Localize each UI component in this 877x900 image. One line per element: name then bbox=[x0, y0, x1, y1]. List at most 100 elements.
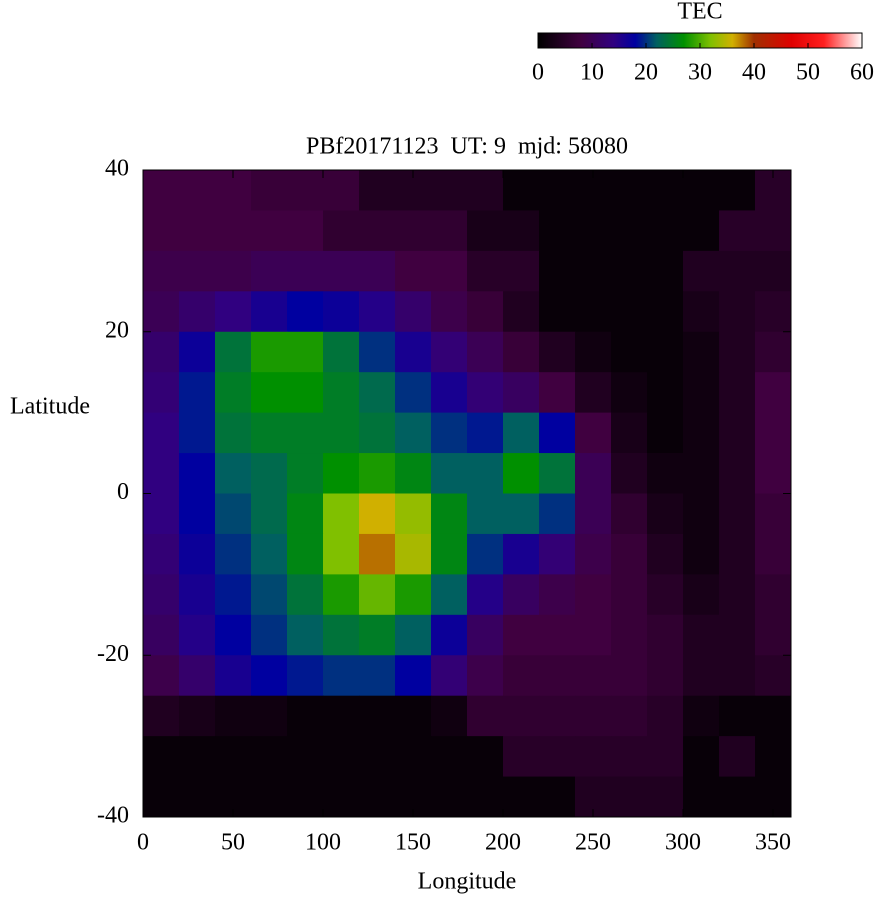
colorbar-strip bbox=[857, 33, 859, 48]
heatmap-cell bbox=[539, 331, 576, 373]
heatmap-cell bbox=[755, 331, 792, 373]
colorbar-strip bbox=[611, 33, 613, 48]
colorbar-strip bbox=[572, 33, 574, 48]
colorbar-strip bbox=[706, 33, 708, 48]
heatmap-cell bbox=[683, 736, 720, 778]
colorbar-strip bbox=[663, 33, 665, 48]
heatmap-cell bbox=[647, 250, 684, 292]
colorbar-strip bbox=[595, 33, 597, 48]
heatmap-cell bbox=[539, 533, 576, 575]
colorbar-strip bbox=[851, 33, 853, 48]
heatmap-cell bbox=[359, 574, 396, 616]
heatmap-cell bbox=[647, 210, 684, 252]
heatmap-cell bbox=[359, 210, 396, 252]
heatmap-cell bbox=[719, 291, 756, 333]
colorbar-strip bbox=[638, 33, 640, 48]
colorbar-strip bbox=[584, 33, 586, 48]
colorbar-strip bbox=[711, 33, 713, 48]
colorbar-strip bbox=[656, 33, 658, 48]
heatmap-cell bbox=[539, 372, 576, 414]
colorbar-strip bbox=[764, 33, 766, 48]
colorbar-strip bbox=[811, 33, 813, 48]
heatmap-cell bbox=[431, 493, 468, 535]
heatmap-cell bbox=[539, 250, 576, 292]
colorbar-strip bbox=[789, 33, 791, 48]
heatmap-cell bbox=[611, 695, 648, 737]
heatmap-cell bbox=[251, 776, 288, 818]
colorbar-strip bbox=[816, 33, 818, 48]
colorbar-strip bbox=[685, 33, 687, 48]
colorbar-strip bbox=[556, 33, 558, 48]
heatmap-cell bbox=[755, 291, 792, 333]
heatmap-cell bbox=[323, 533, 360, 575]
heatmap-cell bbox=[179, 210, 216, 252]
heatmap-cell bbox=[467, 776, 504, 818]
colorbar-strip bbox=[651, 33, 653, 48]
heatmap-cell bbox=[575, 453, 612, 494]
heatmap-cell bbox=[287, 614, 324, 656]
colorbar-tick-label: 60 bbox=[850, 60, 874, 86]
heatmap-cell bbox=[575, 574, 612, 616]
colorbar-strip bbox=[771, 33, 773, 48]
colorbar-strip bbox=[666, 33, 668, 48]
heatmap-cell bbox=[503, 574, 540, 616]
colorbar-strip bbox=[628, 33, 630, 48]
colorbar-strip bbox=[803, 33, 805, 48]
heatmap-cell bbox=[431, 736, 468, 778]
heatmap-cell bbox=[287, 291, 324, 333]
heatmap-cell bbox=[179, 372, 216, 414]
colorbar-strip bbox=[832, 33, 834, 48]
colorbar-strip bbox=[792, 33, 794, 48]
heatmap-cell bbox=[287, 736, 324, 778]
colorbar-strip bbox=[768, 33, 770, 48]
colorbar-strip bbox=[798, 33, 800, 48]
heatmap-cell bbox=[287, 170, 324, 211]
colorbar-strip bbox=[797, 33, 799, 48]
colorbar-strip bbox=[662, 33, 664, 48]
heatmap-cell bbox=[395, 291, 432, 333]
colorbar-strip bbox=[602, 33, 604, 48]
heatmap-cell bbox=[647, 695, 684, 737]
heatmap-cell bbox=[719, 372, 756, 414]
heatmap-cell bbox=[611, 412, 648, 454]
heatmap-cell bbox=[251, 614, 288, 656]
heatmap-cell bbox=[287, 533, 324, 575]
heatmap-cell bbox=[467, 574, 504, 616]
colorbar-strip bbox=[688, 33, 690, 48]
colorbar-strip bbox=[645, 33, 647, 48]
heatmap-cell bbox=[431, 655, 468, 697]
heatmap-cell bbox=[719, 453, 756, 494]
heatmap-cell bbox=[683, 453, 720, 494]
colorbar-strip bbox=[859, 33, 861, 48]
heatmap-cell bbox=[395, 533, 432, 575]
heatmap-cell bbox=[431, 291, 468, 333]
colorbar-strip bbox=[847, 33, 849, 48]
colorbar-strip bbox=[808, 33, 810, 48]
heatmap-cell bbox=[143, 736, 180, 778]
colorbar-strip bbox=[796, 33, 798, 48]
colorbar-strip bbox=[630, 33, 632, 48]
heatmap-cell bbox=[719, 412, 756, 454]
heatmap-cell bbox=[215, 412, 252, 454]
heatmap-cell bbox=[287, 331, 324, 373]
heatmap-cell bbox=[431, 372, 468, 414]
colorbar-strip bbox=[826, 33, 828, 48]
heatmap-cell bbox=[395, 412, 432, 454]
colorbar-strip bbox=[612, 33, 614, 48]
colorbar-strip bbox=[809, 33, 811, 48]
colorbar-tick-label: 0 bbox=[532, 60, 544, 86]
colorbar-strip bbox=[819, 33, 821, 48]
colorbar-strip bbox=[740, 33, 742, 48]
colorbar-strip bbox=[633, 33, 635, 48]
heatmap-cell bbox=[215, 695, 252, 737]
colorbar-strip bbox=[563, 33, 565, 48]
colorbar-strip bbox=[848, 33, 850, 48]
heatmap-cell bbox=[467, 453, 504, 494]
colorbar-strip bbox=[728, 33, 730, 48]
colorbar-strip bbox=[815, 33, 817, 48]
colorbar-strip bbox=[767, 33, 769, 48]
heatmap-cell bbox=[251, 250, 288, 292]
heatmap-cell bbox=[575, 695, 612, 737]
heatmap-cell bbox=[179, 250, 216, 292]
heatmap-cell bbox=[467, 614, 504, 656]
